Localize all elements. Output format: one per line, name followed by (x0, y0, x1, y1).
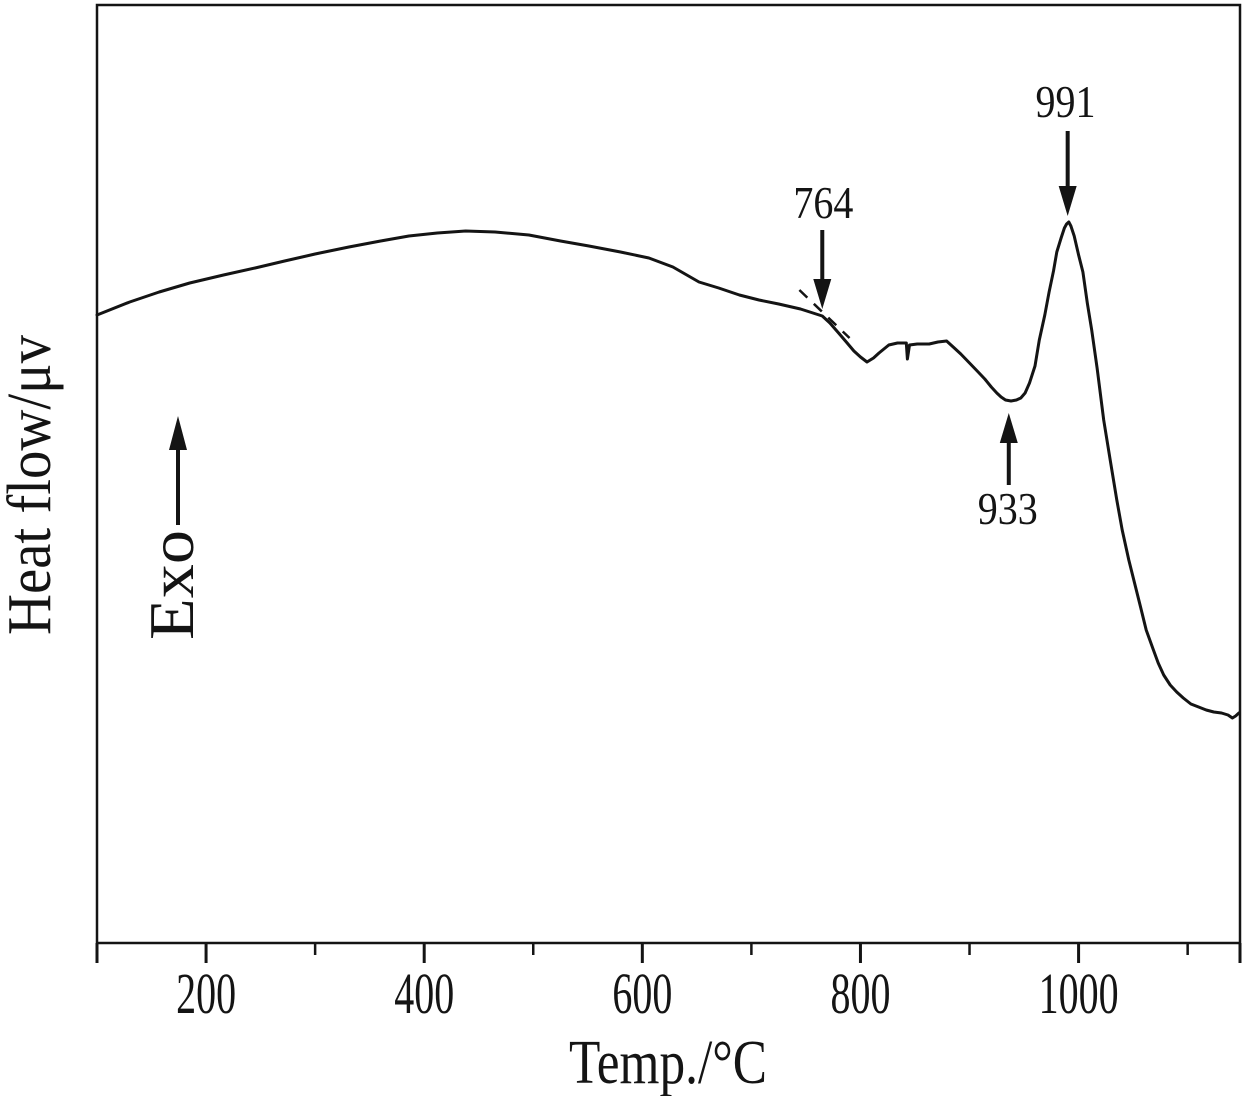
x-axis-label: Temp./°C (569, 1029, 767, 1096)
annotation-layer: 764 933 991 (793, 76, 1095, 534)
annotation-arrow-head (999, 413, 1018, 443)
x-tick-label: 200 (176, 961, 236, 1026)
y-axis-label: Heat flow/μv (0, 335, 64, 635)
annotation-exo-peak: 991 (1035, 76, 1095, 216)
exo-label: Exo (136, 530, 207, 640)
annotation-arrow-head (1058, 186, 1077, 216)
annotation-label: 991 (1035, 76, 1095, 127)
x-tick-label: 600 (612, 961, 672, 1026)
curve-layer (95, 220, 1241, 720)
annotation-endo-valley: 933 (978, 413, 1038, 534)
dta-curve (95, 220, 1241, 720)
annotation-onset: 764 (793, 177, 853, 309)
x-tick-label: 800 (830, 961, 890, 1026)
x-axis-ticks: 200 400 600 800 1000 (95, 943, 1242, 1026)
exo-direction-arrow-icon (169, 416, 187, 525)
annotation-arrow-head (813, 279, 832, 309)
annotation-label: 764 (793, 177, 853, 228)
plot-frame (95, 3, 1242, 945)
x-tick-label: 1000 (1039, 961, 1119, 1026)
annotation-label: 933 (978, 483, 1038, 534)
x-tick-label: 400 (394, 961, 454, 1026)
